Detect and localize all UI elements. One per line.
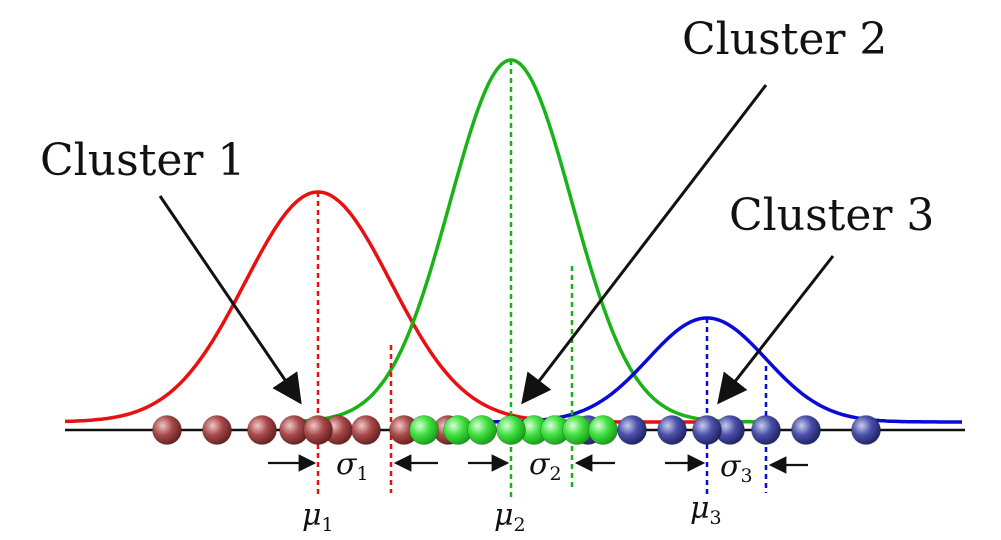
- cluster-2-data-point: [467, 415, 497, 445]
- cluster-1-data-point: [247, 415, 277, 445]
- cluster-3-data-point: [692, 415, 722, 445]
- cluster-3-sigma-label: σ3: [720, 449, 753, 487]
- cluster-2-gaussian-curve: [299, 58, 760, 424]
- cluster-1-label: Cluster 1: [40, 135, 245, 186]
- cluster-1-sigma-label: σ1: [336, 447, 369, 485]
- cluster-3-gaussian-curve: [480, 316, 962, 424]
- data-points: [152, 415, 881, 445]
- cluster-2-mean-label: μ2: [494, 498, 526, 536]
- cluster-2-data-point: [588, 415, 618, 445]
- cluster-3-data-point: [851, 415, 881, 445]
- cluster-3-label: Cluster 3: [729, 190, 934, 241]
- cluster-1-data-point: [202, 415, 232, 445]
- cluster-3-mean-label: μ3: [690, 491, 722, 529]
- cluster-2-data-point: [562, 415, 592, 445]
- cluster-2-label: Cluster 2: [682, 14, 887, 65]
- cluster-2-data-point: [409, 415, 439, 445]
- cluster-1-data-point: [303, 415, 333, 445]
- cluster-3-data-point: [657, 415, 687, 445]
- cluster-2-pointer-arrow: [521, 84, 768, 405]
- cluster-1-mean-label: μ1: [302, 498, 334, 536]
- cluster-3-data-point: [791, 415, 821, 445]
- cluster-1-data-point: [351, 415, 381, 445]
- cluster-2-data-point: [496, 415, 526, 445]
- cluster-3-data-point: [617, 415, 647, 445]
- cluster-1-pointer-arrow: [158, 195, 302, 405]
- cluster-3-pointer-arrow: [717, 255, 835, 405]
- cluster-1-data-point: [152, 415, 182, 445]
- cluster-2-sigma-label: σ2: [529, 447, 562, 485]
- cluster-3-data-point: [751, 415, 781, 445]
